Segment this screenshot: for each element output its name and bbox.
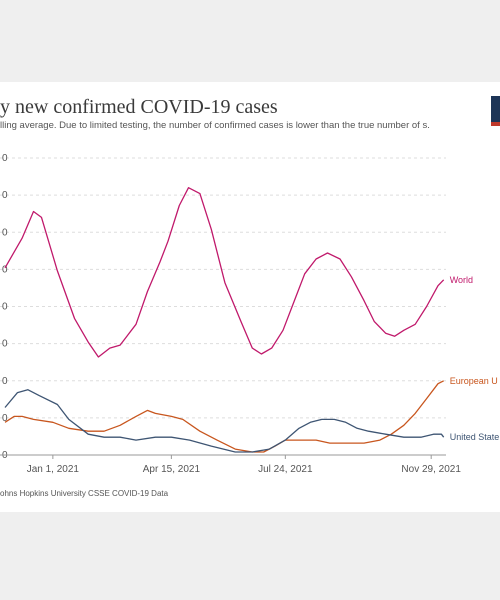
x-tick-label: Apr 15, 2021 <box>143 464 201 475</box>
series-label-european-u: European U <box>450 376 498 386</box>
y-tick-label: 0 <box>2 264 8 275</box>
chart-title: y new confirmed COVID-19 cases <box>0 96 278 118</box>
y-tick-label: 0 <box>2 376 8 387</box>
series-line-united-state <box>4 389 445 453</box>
x-tick-label: Jan 1, 2021 <box>27 464 80 475</box>
logo-icon <box>491 96 500 126</box>
x-tick-label: Nov 29, 2021 <box>401 464 461 475</box>
y-tick-label: 0 <box>2 413 8 424</box>
y-tick-label: 0 <box>2 153 8 164</box>
y-tick-label: 0 <box>2 190 8 201</box>
x-tick-label: Jul 24, 2021 <box>258 464 313 475</box>
y-tick-label: 0 <box>2 227 8 238</box>
chart-subtitle: lling average. Due to limited testing, t… <box>0 120 430 131</box>
series-label-world: World <box>450 275 473 285</box>
series-line-world <box>4 187 445 358</box>
series-line-european-u <box>4 380 444 453</box>
chart-source: ohns Hopkins University CSSE COVID-19 Da… <box>0 489 169 498</box>
y-tick-label: 0 <box>2 302 8 313</box>
chart-card <box>0 82 500 512</box>
series-label-united-state: United State <box>450 432 500 442</box>
y-tick-label: 0 <box>2 339 8 350</box>
